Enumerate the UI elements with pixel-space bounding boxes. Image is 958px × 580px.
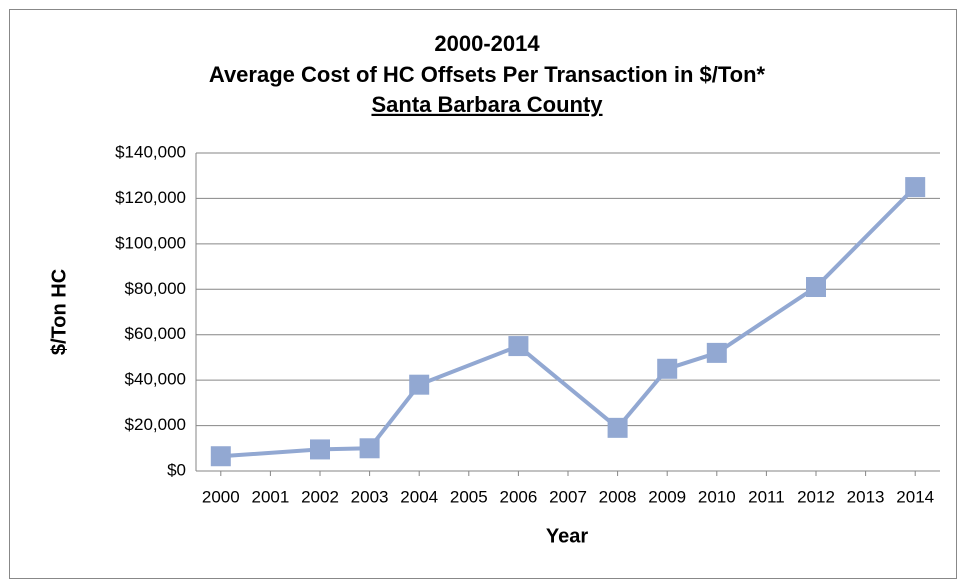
x-tick-label: 2007 [549,487,587,506]
x-tick-label: 2012 [797,487,835,506]
y-tick-label: $100,000 [115,233,186,252]
x-tick-label: 2014 [896,487,934,506]
y-tick-label: $80,000 [125,279,186,298]
marker [657,358,678,379]
x-tick-label: 2004 [400,487,438,506]
x-tick-label: 2000 [202,487,240,506]
x-axis-label: Year [546,525,588,547]
x-tick-label: 2013 [847,487,885,506]
x-tick-label: 2008 [599,487,637,506]
y-tick-label: $20,000 [125,415,186,434]
marker [310,439,330,460]
x-tick-label: 2003 [351,487,389,506]
x-tick-label: 2002 [301,487,339,506]
chart-title: Santa Barbara County [371,92,603,117]
chart-title: Average Cost of HC Offsets Per Transacti… [209,62,766,87]
marker [210,446,231,467]
x-tick-label: 2006 [499,487,537,506]
chart-frame [9,9,957,579]
line [220,185,917,459]
x-tick-label: 2009 [648,487,686,506]
marker [905,177,926,198]
y-tick-label: $40,000 [125,370,186,389]
marker [508,336,529,357]
x-tick-label: 2001 [251,487,289,506]
y-tick-label: $60,000 [125,324,186,343]
x-tick-label: 2011 [748,487,785,506]
marker [706,342,727,363]
marker [607,417,628,438]
marker [806,277,826,298]
y-tick-label: $120,000 [115,188,186,207]
x-tick-label: 2010 [698,487,736,506]
y-axis-label: $/Ton HC [48,269,70,355]
chart-title: 2000-2014 [434,31,540,56]
x-tick-label: 2005 [450,487,488,506]
y-tick-label: $0 [167,460,186,479]
y-tick-label: $140,000 [115,142,186,161]
marker [359,438,380,459]
marker [409,374,430,395]
